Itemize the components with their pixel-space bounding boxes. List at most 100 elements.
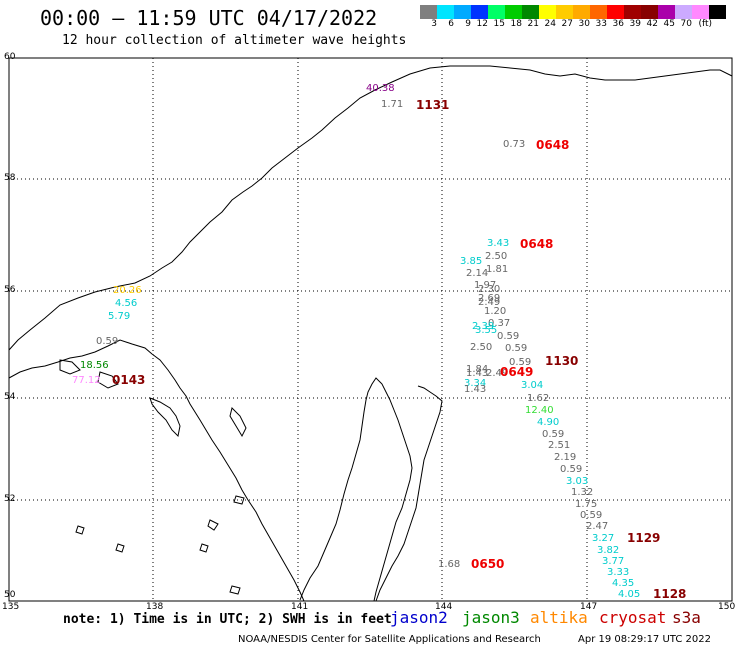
lat-label: 58 bbox=[4, 173, 16, 183]
legend-swatch bbox=[471, 5, 488, 19]
lon-label: 147 bbox=[580, 602, 598, 612]
legend-label: 39 bbox=[629, 19, 641, 29]
wave-height-value: 20.26 bbox=[113, 285, 142, 296]
wave-height-value: 0.59 bbox=[542, 429, 565, 440]
legend-swatch bbox=[641, 5, 658, 19]
wave-height-value: 77.12 bbox=[72, 375, 101, 386]
pass-time-label: 0648 bbox=[520, 237, 554, 251]
wave-height-value: 3.34 bbox=[464, 378, 487, 389]
wave-height-value: 2.39 bbox=[472, 321, 495, 332]
wave-height-value: 2.14 bbox=[466, 268, 489, 279]
pass-time-label: 0650 bbox=[471, 557, 505, 571]
coastline-south bbox=[8, 339, 305, 602]
wave-height-value: 1.43 bbox=[466, 368, 489, 379]
wave-height-value: 0.37 bbox=[488, 318, 511, 329]
wave-height-value: 0.59 bbox=[509, 357, 532, 368]
islands bbox=[59, 359, 247, 595]
legend-swatch bbox=[488, 5, 505, 19]
legend-swatch bbox=[556, 5, 573, 19]
page-title: 00:00 – 11:59 UTC 04/17/2022 bbox=[40, 6, 378, 30]
pass-time-label: 0649 bbox=[500, 365, 534, 379]
wave-height-value: 3.33 bbox=[607, 567, 630, 578]
wave-height-value: 4.90 bbox=[537, 417, 560, 428]
pass-time-label: 1130 bbox=[545, 354, 579, 368]
lon-label: 144 bbox=[435, 602, 453, 612]
lon-label: 141 bbox=[291, 602, 309, 612]
lat-label: 52 bbox=[4, 494, 16, 504]
wave-height-value: 40.38 bbox=[366, 83, 395, 94]
wave-height-value: 2.50 bbox=[470, 342, 493, 353]
legend-label: 36 bbox=[612, 19, 624, 29]
wave-height-value: 3.55 bbox=[475, 325, 498, 336]
coastline-mainland bbox=[8, 65, 733, 351]
wave-height-value: 1.97 bbox=[474, 280, 497, 291]
pass-time-label: 0143 bbox=[112, 373, 146, 387]
legend-swatch bbox=[590, 5, 607, 19]
lat-label: 50 bbox=[4, 590, 16, 600]
legend-swatch bbox=[454, 5, 471, 19]
legend-swatch bbox=[539, 5, 556, 19]
wave-height-value: 1.81 bbox=[486, 264, 509, 275]
legend-label: 15 bbox=[493, 19, 505, 29]
wave-height-value: 2.30 bbox=[478, 284, 501, 295]
wave-height-value: 0.73 bbox=[503, 139, 526, 150]
wave-height-value: 0.59 bbox=[505, 343, 528, 354]
wave-height-value: 3.27 bbox=[592, 533, 615, 544]
color-legend: 3 6 9 12 15 18 21 24 27 30 33 36 39 42 45 70 (ft) bbox=[420, 5, 726, 29]
page-subtitle: 12 hour collection of altimeter wave hei… bbox=[62, 33, 407, 48]
wave-height-value: 2.49 bbox=[478, 297, 501, 308]
legend-label: 30 bbox=[578, 19, 590, 29]
satellite-jason3: jason3 bbox=[462, 608, 520, 627]
coastline-river bbox=[299, 377, 413, 602]
wave-height-value: 2.47 bbox=[586, 521, 609, 532]
legend-label: 18 bbox=[510, 19, 522, 29]
wave-height-value: 2.49 bbox=[486, 368, 509, 379]
legend-labels: 3 6 9 12 15 18 21 24 27 30 33 36 39 42 45 70 (ft) bbox=[420, 19, 726, 29]
legend-swatch bbox=[522, 5, 539, 19]
lon-label: 150 bbox=[718, 602, 736, 612]
pass-time-label: 1129 bbox=[627, 531, 661, 545]
satellite-s3a: s3a bbox=[672, 608, 701, 627]
wave-height-value: 4.35 bbox=[612, 578, 635, 589]
legend-label: 24 bbox=[544, 19, 556, 29]
legend-swatch bbox=[573, 5, 590, 19]
wave-height-value: 0.59 bbox=[560, 464, 583, 475]
wave-height-value: 2.51 bbox=[548, 440, 571, 451]
wave-height-value: 2.19 bbox=[554, 452, 577, 463]
lon-label: 135 bbox=[2, 602, 20, 612]
legend-label: 21 bbox=[527, 19, 539, 29]
wave-height-value: 2.50 bbox=[485, 251, 508, 262]
map-frame bbox=[8, 57, 733, 602]
wave-height-value: 0.59 bbox=[580, 510, 603, 521]
legend-swatch bbox=[607, 5, 624, 19]
wave-height-value: 1.20 bbox=[484, 306, 507, 317]
legend-swatch bbox=[709, 5, 726, 19]
legend-swatch bbox=[624, 5, 641, 19]
legend-label: 12 bbox=[476, 19, 488, 29]
lat-label: 60 bbox=[4, 52, 16, 62]
legend-unit: (ft) bbox=[698, 19, 712, 29]
legend-label: 33 bbox=[595, 19, 607, 29]
lat-label: 54 bbox=[4, 392, 16, 402]
satellite-cryosat: cryosat bbox=[599, 608, 667, 627]
wave-height-value: 5.79 bbox=[108, 311, 131, 322]
wave-height-value: 18.56 bbox=[80, 360, 109, 371]
wave-height-value: 1.84 bbox=[466, 364, 489, 375]
wave-height-value: 3.03 bbox=[566, 476, 589, 487]
lat-label: 56 bbox=[4, 285, 16, 295]
legend-swatch bbox=[692, 5, 709, 19]
wave-height-value: 1.71 bbox=[381, 99, 404, 110]
wave-height-value: 1.62 bbox=[527, 393, 550, 404]
wave-height-value: 3.04 bbox=[521, 380, 544, 391]
legend-swatch bbox=[420, 5, 437, 19]
wave-height-value: 0.59 bbox=[96, 336, 119, 347]
legend-swatch bbox=[658, 5, 675, 19]
legend-swatch bbox=[505, 5, 522, 19]
graticule bbox=[9, 58, 732, 601]
legend-swatch bbox=[437, 5, 454, 19]
legend-swatches bbox=[420, 5, 726, 19]
legend-label: 42 bbox=[646, 19, 658, 29]
footer-source: NOAA/NESDIS Center for Satellite Applica… bbox=[238, 634, 541, 645]
pass-time-label: 1128 bbox=[653, 587, 687, 601]
